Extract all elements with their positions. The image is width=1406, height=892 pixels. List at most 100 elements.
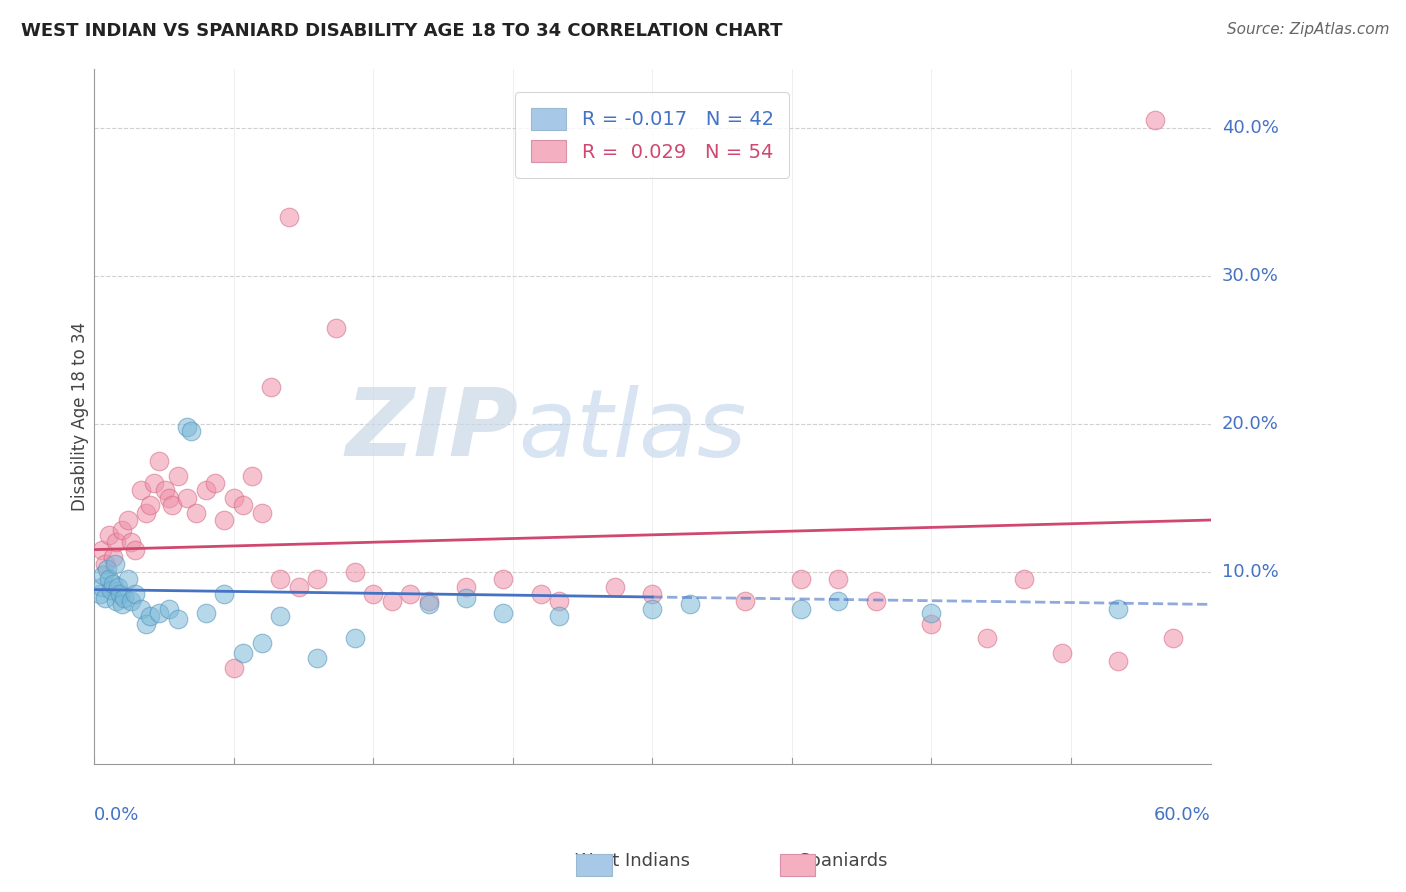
Point	[105, 535, 128, 549]
Point	[920, 607, 942, 621]
Point	[381, 594, 404, 608]
Point	[214, 587, 236, 601]
Point	[117, 572, 139, 586]
Text: WEST INDIAN VS SPANIARD DISABILITY AGE 18 TO 34 CORRELATION CHART: WEST INDIAN VS SPANIARD DISABILITY AGE 1…	[21, 22, 783, 40]
Point	[456, 580, 478, 594]
Point	[269, 609, 291, 624]
Point	[1050, 646, 1073, 660]
Point	[827, 572, 849, 586]
Point	[325, 320, 347, 334]
Point	[269, 572, 291, 586]
Point	[176, 491, 198, 505]
Point	[214, 513, 236, 527]
Point	[129, 602, 152, 616]
Point	[641, 602, 664, 616]
Point	[678, 598, 700, 612]
Point	[98, 528, 121, 542]
Point	[129, 483, 152, 498]
Point	[307, 572, 329, 586]
Point	[418, 598, 440, 612]
Point	[865, 594, 887, 608]
Text: 10.0%: 10.0%	[1222, 563, 1278, 581]
Point	[343, 565, 366, 579]
Text: ZIP: ZIP	[346, 384, 519, 476]
Point	[399, 587, 422, 601]
Point	[260, 380, 283, 394]
Point	[1107, 654, 1129, 668]
Text: Source: ZipAtlas.com: Source: ZipAtlas.com	[1226, 22, 1389, 37]
Point	[135, 506, 157, 520]
Point	[98, 572, 121, 586]
Point	[167, 612, 190, 626]
Point	[142, 475, 165, 490]
Point	[120, 594, 142, 608]
Point	[976, 632, 998, 646]
Point	[94, 558, 117, 572]
Point	[641, 587, 664, 601]
Point	[111, 524, 134, 538]
Point	[920, 616, 942, 631]
Text: 60.0%: 60.0%	[1154, 806, 1211, 824]
Point	[232, 498, 254, 512]
Text: 20.0%: 20.0%	[1222, 415, 1278, 433]
Point	[204, 475, 226, 490]
Point	[222, 491, 245, 505]
Point	[456, 591, 478, 606]
Point	[734, 594, 756, 608]
Point	[162, 498, 184, 512]
Point	[153, 483, 176, 498]
Point	[124, 542, 146, 557]
Text: atlas: atlas	[519, 384, 747, 475]
Point	[194, 483, 217, 498]
Point	[240, 468, 263, 483]
Point	[1163, 632, 1185, 646]
Point	[124, 587, 146, 601]
Point	[148, 454, 170, 468]
Point	[139, 498, 162, 512]
Point	[492, 572, 515, 586]
Text: Spaniards: Spaniards	[799, 852, 889, 870]
Point	[288, 580, 311, 594]
Point	[96, 562, 118, 576]
Point	[89, 587, 111, 601]
Point	[232, 646, 254, 660]
Point	[530, 587, 553, 601]
Point	[148, 607, 170, 621]
Point	[222, 661, 245, 675]
Point	[94, 591, 117, 606]
Point	[548, 594, 571, 608]
Point	[603, 580, 626, 594]
Text: 0.0%: 0.0%	[94, 806, 139, 824]
Point	[101, 549, 124, 564]
Text: 30.0%: 30.0%	[1222, 267, 1278, 285]
Text: 40.0%: 40.0%	[1222, 119, 1278, 136]
Point	[250, 636, 273, 650]
Point	[1143, 113, 1166, 128]
Point	[361, 587, 384, 601]
Point	[93, 567, 115, 582]
Point	[167, 468, 190, 483]
Point	[105, 594, 128, 608]
Y-axis label: Disability Age 18 to 34: Disability Age 18 to 34	[72, 322, 89, 511]
Point	[1014, 572, 1036, 586]
Point	[111, 598, 134, 612]
Point	[790, 602, 813, 616]
Point	[180, 424, 202, 438]
Point	[107, 580, 129, 594]
Point	[343, 632, 366, 646]
Legend: R = -0.017   N = 42, R =  0.029   N = 54: R = -0.017 N = 42, R = 0.029 N = 54	[516, 92, 789, 178]
Point	[548, 609, 571, 624]
Point	[790, 572, 813, 586]
Text: West Indians: West Indians	[575, 852, 690, 870]
Point	[100, 582, 122, 597]
Point	[120, 535, 142, 549]
Point	[139, 609, 162, 624]
Point	[418, 594, 440, 608]
Point	[117, 513, 139, 527]
Point	[101, 576, 124, 591]
Point	[104, 558, 127, 572]
Point	[1107, 602, 1129, 616]
Point	[186, 506, 208, 520]
Point	[90, 542, 112, 557]
Point	[492, 607, 515, 621]
